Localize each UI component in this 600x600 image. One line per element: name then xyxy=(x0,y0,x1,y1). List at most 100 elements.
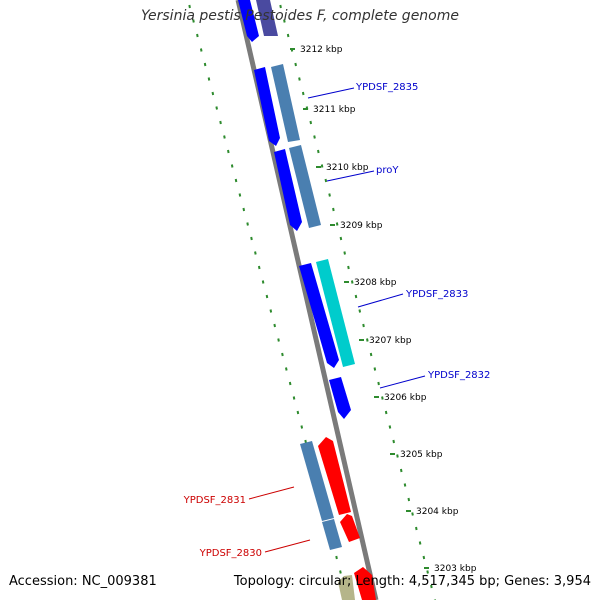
ruler-label: 3204 kbp xyxy=(416,507,459,517)
cds-feature[interactable] xyxy=(238,0,259,42)
outer-tick xyxy=(384,410,388,415)
outer-tick xyxy=(347,265,350,270)
inner-tick xyxy=(234,178,238,183)
cds-feature[interactable] xyxy=(329,377,351,419)
cds-feature[interactable] xyxy=(316,259,355,367)
inner-tick xyxy=(242,207,246,212)
outer-tick xyxy=(426,570,429,574)
outer-tick xyxy=(283,19,286,23)
inner-tick xyxy=(188,4,191,9)
cds-feature[interactable] xyxy=(271,64,300,142)
outer-tick xyxy=(328,193,331,197)
outer-tick xyxy=(411,512,414,516)
inner-tick xyxy=(192,19,195,23)
cds-feature[interactable] xyxy=(340,514,360,542)
outer-tick xyxy=(350,280,354,284)
inner-tick xyxy=(269,309,273,313)
outer-tick xyxy=(313,135,316,139)
outer-tick xyxy=(339,236,343,241)
inner-tick xyxy=(246,222,249,226)
outer-tick xyxy=(301,91,305,96)
outer-tick xyxy=(388,425,392,429)
inner-tick xyxy=(304,439,307,444)
cds-feature[interactable] xyxy=(254,67,280,146)
map-title: Yersinia pestis Pestoides F, complete ge… xyxy=(141,8,459,24)
outer-tick xyxy=(399,468,403,473)
outer-tick xyxy=(407,497,411,502)
outer-tick xyxy=(369,352,373,357)
inner-tick xyxy=(273,323,276,328)
gene-label[interactable]: YPDSF_2833 xyxy=(405,289,468,300)
inner-tick xyxy=(215,106,218,110)
gene-label-leader xyxy=(357,293,404,308)
gene-label-leader xyxy=(264,539,311,553)
outer-tick xyxy=(403,483,407,487)
outer-tick xyxy=(317,149,320,154)
ruler-label: 3210 kbp xyxy=(326,163,369,173)
cds-feature[interactable] xyxy=(256,0,278,36)
inner-tick xyxy=(238,193,242,197)
inner-tick xyxy=(203,62,207,67)
inner-tick xyxy=(288,381,292,386)
feature-track xyxy=(238,0,376,600)
outer-tick xyxy=(381,396,384,400)
ruler-label: 3203 kbp xyxy=(434,564,477,574)
inner-tick xyxy=(281,352,284,357)
gene-label-leader xyxy=(307,87,355,99)
ruler-label: 3206 kbp xyxy=(384,393,427,403)
outer-tick xyxy=(324,178,328,183)
cds-feature[interactable] xyxy=(289,145,321,228)
outer-tick xyxy=(430,584,433,589)
outer-tick xyxy=(279,4,282,9)
inner-tick xyxy=(292,396,296,400)
cds-feature[interactable] xyxy=(274,149,302,231)
cds-feature[interactable] xyxy=(299,263,339,368)
inner-tick xyxy=(296,410,300,415)
inner-tick xyxy=(196,33,199,38)
outer-tick xyxy=(335,222,339,226)
ruler-label: 3209 kbp xyxy=(340,221,383,231)
outer-tick xyxy=(343,251,346,255)
inner-tick xyxy=(257,265,261,270)
cds-feature[interactable] xyxy=(300,441,334,521)
cds-feature[interactable] xyxy=(338,575,355,600)
gene-label[interactable]: YPDSF_2835 xyxy=(355,82,418,93)
outer-tick xyxy=(366,338,369,342)
inner-tick xyxy=(335,555,338,560)
gene-label-leader xyxy=(326,170,375,182)
inner-tick xyxy=(211,91,215,96)
outer-tick-track xyxy=(279,4,436,600)
cds-feature[interactable] xyxy=(354,567,376,600)
inner-tick xyxy=(219,120,222,125)
inner-tick xyxy=(265,294,269,299)
ruler-track: 3212 kbp 3211 kbp 3210 kbp 3209 kbp 3208 kbp… xyxy=(290,45,477,574)
outer-tick xyxy=(396,454,399,458)
inner-tick xyxy=(254,251,257,255)
outer-tick xyxy=(373,367,377,371)
inner-tick xyxy=(227,149,230,154)
accession-text: Accession: NC_009381 xyxy=(9,574,157,589)
ruler-label: 3207 kbp xyxy=(369,336,412,346)
ruler-label: 3205 kbp xyxy=(400,450,443,460)
outer-tick xyxy=(377,381,380,386)
ruler-label: 3211 kbp xyxy=(313,105,356,115)
inner-tick xyxy=(230,164,234,168)
outer-tick xyxy=(415,526,418,531)
cds-feature[interactable] xyxy=(318,437,351,515)
cds-feature[interactable] xyxy=(322,519,342,550)
inner-tick xyxy=(300,425,304,429)
gene-label[interactable]: YPDSF_2832 xyxy=(427,370,490,381)
ruler-label: 3212 kbp xyxy=(300,45,343,55)
outer-tick xyxy=(286,33,290,38)
gene-label[interactable]: YPDSF_2831 xyxy=(183,495,246,506)
gene-label[interactable]: YPDSF_2830 xyxy=(199,548,262,559)
inner-tick xyxy=(285,367,288,371)
topology-text: Topology: circular; Length: 4,517,345 bp… xyxy=(233,574,591,589)
outer-tick xyxy=(418,541,422,545)
inner-tick xyxy=(261,280,265,284)
inner-tick xyxy=(207,77,211,81)
inner-tick xyxy=(339,570,342,574)
gene-label[interactable]: proY xyxy=(376,165,399,176)
ruler-label: 3208 kbp xyxy=(354,278,397,288)
